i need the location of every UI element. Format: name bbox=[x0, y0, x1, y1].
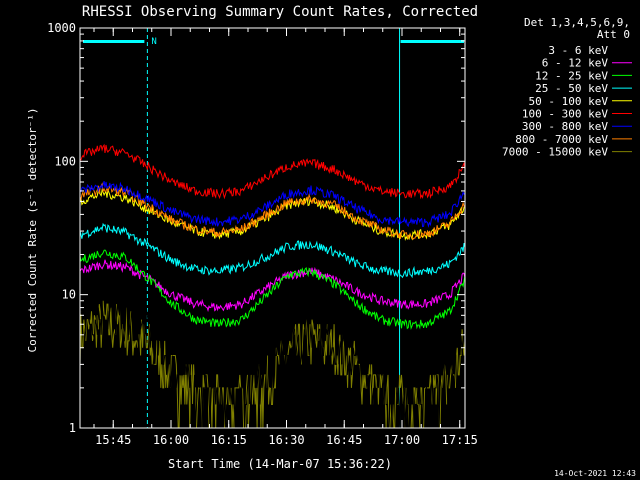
x-tick-label: 15:45 bbox=[95, 433, 131, 447]
x-tick-label: 17:15 bbox=[442, 433, 478, 447]
y-tick-label: 10 bbox=[62, 288, 76, 302]
overlay-layer: N bbox=[79, 28, 466, 428]
axis-layer: 1 10 100 1000 15:45 16:00 16:15 16:30 16:45 17:00… bbox=[47, 21, 478, 447]
legend-header: Att 0 bbox=[597, 28, 630, 41]
y-tick-label: 100 bbox=[54, 154, 76, 168]
timestamp: 14-Oct-2021 12:43 bbox=[554, 469, 636, 478]
series-line bbox=[79, 222, 466, 279]
series-line bbox=[79, 259, 466, 313]
legend-entry: 25 - 50 keV bbox=[535, 82, 608, 95]
y-axis-label: Corrected Count Rate (s⁻¹ detector⁻¹) bbox=[26, 107, 39, 352]
y-tick-label: 1 bbox=[69, 421, 76, 435]
x-axis-label: Start Time (14-Mar-07 15:36:22) bbox=[168, 457, 392, 471]
night-bar bbox=[400, 40, 464, 43]
legend-header: Det 1,3,4,5,6,9, bbox=[524, 16, 630, 29]
y-tick-label: 1000 bbox=[47, 21, 76, 35]
x-tick-label: 16:45 bbox=[326, 433, 362, 447]
x-tick-label: 16:30 bbox=[268, 433, 304, 447]
x-tick-label: 16:15 bbox=[211, 433, 247, 447]
night-marker-label: N bbox=[151, 37, 156, 47]
legend-entry: 300 - 800 keV bbox=[522, 120, 608, 133]
night-bar bbox=[83, 40, 145, 43]
legend-entry: 6 - 12 keV bbox=[542, 57, 609, 70]
series-line bbox=[79, 181, 466, 228]
x-tick-label: 16:00 bbox=[153, 433, 189, 447]
legend-entry: 800 - 7000 keV bbox=[515, 133, 608, 146]
legend-entry: 50 - 100 keV bbox=[529, 95, 609, 108]
chart-title: RHESSI Observing Summary Count Rates, Co… bbox=[82, 4, 478, 20]
x-tick-label: 17:00 bbox=[384, 433, 420, 447]
legend-entry: 3 - 6 keV bbox=[548, 44, 608, 57]
legend-entry: 100 - 300 keV bbox=[522, 108, 608, 121]
legend-entry: 12 - 25 keV bbox=[535, 69, 608, 82]
series-layer bbox=[79, 143, 466, 429]
plot-frame bbox=[79, 27, 466, 429]
series-line bbox=[79, 249, 466, 330]
series-line bbox=[79, 291, 465, 429]
series-line bbox=[79, 143, 466, 200]
legend-entry: 7000 - 15000 keV bbox=[502, 146, 608, 159]
